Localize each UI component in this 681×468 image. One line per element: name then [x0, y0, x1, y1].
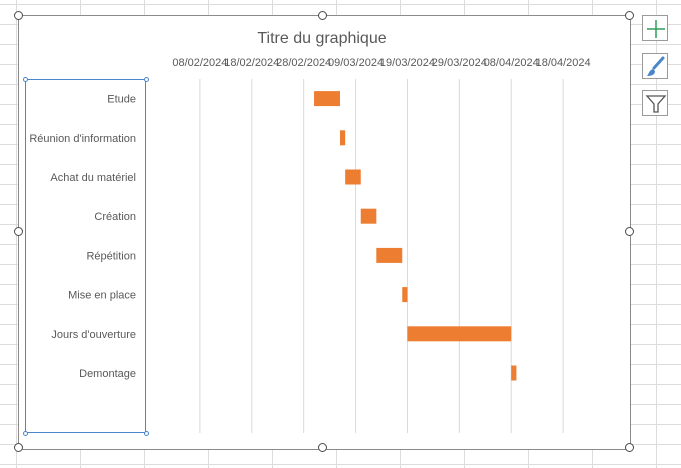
y-axis-labels[interactable]: Etude Réunion d'information Achat du matér… — [29, 94, 136, 380]
chart-elements-button[interactable] — [642, 15, 668, 41]
x-tick-label: 08/04/2024 — [484, 57, 539, 69]
gantt-bar[interactable] — [407, 326, 512, 342]
x-tick-label: 09/03/2024 — [328, 57, 383, 69]
y-category-label: Création — [94, 211, 136, 223]
resize-handle-bottom[interactable] — [318, 443, 327, 452]
bars[interactable] — [314, 91, 517, 381]
gantt-bar[interactable] — [339, 130, 346, 146]
resize-handle-top[interactable] — [318, 11, 327, 20]
x-tick-label: 08/02/2024 — [172, 57, 227, 69]
axis-handle-top-right[interactable] — [144, 77, 149, 82]
gantt-bar[interactable] — [402, 287, 408, 303]
resize-handle-bottom-left[interactable] — [14, 443, 23, 452]
chart-filters-button[interactable] — [642, 90, 668, 116]
resize-handle-right[interactable] — [625, 227, 634, 236]
resize-handle-left[interactable] — [14, 227, 23, 236]
x-tick-label: 28/02/2024 — [276, 57, 331, 69]
resize-handle-top-right[interactable] — [625, 11, 634, 20]
chart-styles-button[interactable] — [642, 53, 668, 79]
gridlines — [199, 79, 564, 433]
funnel-icon — [645, 95, 667, 113]
gantt-bar[interactable] — [345, 169, 361, 185]
axis-handle-bottom-right[interactable] — [144, 431, 149, 436]
gantt-bar[interactable] — [376, 247, 403, 263]
chart-area[interactable] — [18, 15, 631, 450]
x-axis-labels[interactable]: 08/02/202418/02/202428/02/202409/03/2024… — [172, 57, 590, 69]
resize-handle-bottom-right[interactable] — [625, 443, 634, 452]
gantt-bar[interactable] — [360, 208, 377, 224]
resize-handle-top-left[interactable] — [14, 11, 23, 20]
gantt-bar[interactable] — [314, 91, 340, 107]
y-category-label: Achat du matériel — [50, 172, 136, 184]
y-category-label: Répétition — [86, 250, 136, 262]
axis-handle-top-left[interactable] — [23, 77, 28, 82]
axis-handle-bottom-left[interactable] — [23, 431, 28, 436]
vertical-axis-selection[interactable] — [25, 79, 146, 433]
plus-icon — [647, 20, 665, 38]
y-category-label: Demontage — [79, 368, 136, 380]
x-tick-label: 29/03/2024 — [432, 57, 487, 69]
x-tick-label: 19/03/2024 — [380, 57, 435, 69]
chart-title[interactable]: Titre du graphique — [257, 30, 386, 47]
paintbrush-icon — [647, 56, 665, 76]
x-tick-label: 18/04/2024 — [536, 57, 591, 69]
y-category-label: Etude — [107, 94, 136, 106]
y-category-label: Réunion d'information — [29, 133, 136, 145]
y-category-label: Mise en place — [68, 290, 136, 302]
y-category-label: Jours d'ouverture — [51, 329, 136, 341]
x-tick-label: 18/02/2024 — [224, 57, 279, 69]
gantt-bar[interactable] — [511, 365, 517, 381]
